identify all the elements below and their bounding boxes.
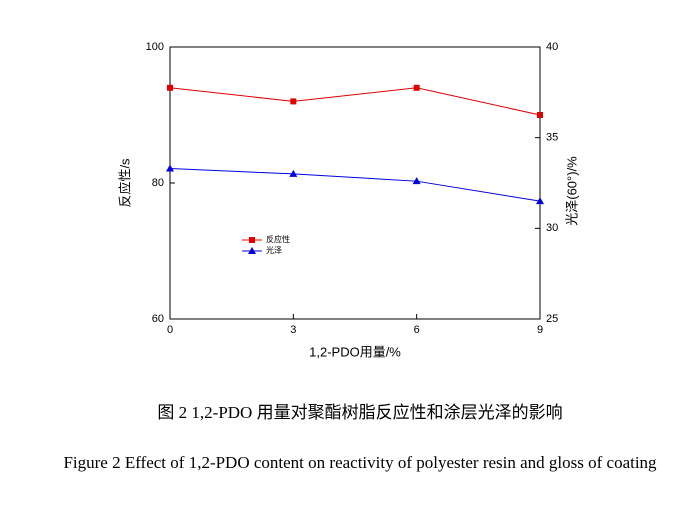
marker	[536, 197, 544, 205]
marker	[290, 98, 297, 105]
marker	[289, 169, 298, 177]
y-tick-label: 100	[146, 41, 164, 53]
y-tick-label: 80	[152, 177, 164, 189]
marker	[166, 164, 174, 172]
caption-cn: 图 2 1,2-PDO 用量对聚酯树脂反应性和涂层光泽的影响	[157, 403, 563, 422]
x-tick-label: 9	[537, 324, 543, 336]
marker	[537, 112, 543, 118]
series-line	[169, 87, 541, 116]
marker	[412, 177, 421, 185]
legend-marker	[249, 237, 255, 243]
legend-marker	[248, 247, 256, 254]
series-line	[169, 167, 541, 202]
y2-tick-label: 40	[546, 41, 558, 53]
marker	[413, 84, 420, 91]
x-tick-label: 6	[414, 324, 420, 336]
y2-axis-label: 光泽(60°)/%	[564, 156, 579, 226]
y2-tick-label: 30	[546, 222, 558, 234]
marker	[167, 84, 173, 91]
chart: 1,2-PDO用量/% 反应性/s 光泽(60°)/% 0 3 6 9 60 80 100 2…	[117, 41, 579, 360]
legend-label: 反应性	[266, 234, 290, 244]
y2-tick-label: 25	[546, 313, 558, 325]
x-tick-label: 3	[290, 324, 296, 336]
y-tick-label: 60	[152, 313, 164, 325]
y-axis-label: 反应性/s	[117, 158, 132, 208]
caption-en: Figure 2 Effect of 1,2-PDO content on re…	[63, 453, 657, 472]
legend-label: 光泽	[266, 245, 282, 255]
y2-tick-label: 35	[546, 132, 558, 144]
x-tick-label: 0	[167, 324, 173, 336]
plot-frame	[169, 46, 541, 320]
x-axis-label: 1,2-PDO用量/%	[309, 344, 401, 359]
